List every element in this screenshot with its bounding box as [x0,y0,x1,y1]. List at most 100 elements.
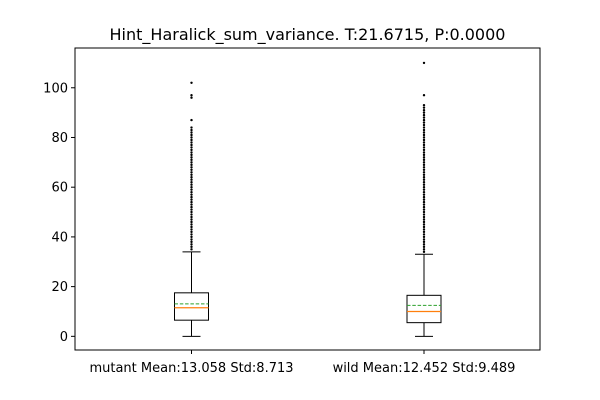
outlier-point [422,131,426,134]
outlier-point [190,141,193,144]
outlier-point [422,250,426,254]
outlier-point [190,173,193,176]
outlier-point [422,118,426,122]
outlier-point [190,210,193,214]
outlier-point [190,166,193,169]
box-iqr [174,292,209,321]
outlier-point [190,148,193,152]
outlier-point [422,203,426,206]
outlier-point [190,235,193,239]
outlier-point [190,223,193,226]
outlier-point [190,126,193,129]
outlier-point [190,138,193,142]
outlier-point [422,193,426,196]
outlier-point [190,195,193,199]
outlier-point [190,190,193,194]
chart-title: Hint_Haralick_sum_variance. T:21.6715, P… [110,25,506,45]
outlier-point [190,230,193,234]
y-tick-label: 100 [43,81,68,96]
outlier-point [422,210,426,214]
outlier-point [190,178,193,181]
outlier-point [190,208,193,211]
outlier-point [190,183,193,186]
outlier-point [190,163,193,167]
box-group-mutant [174,81,209,337]
outlier-point [422,248,426,251]
outlier-point [422,161,426,164]
outlier-point [422,198,426,201]
outlier-point [422,243,426,246]
outlier-point [422,168,426,171]
outlier-point [190,193,193,196]
outlier-point [422,240,426,244]
outlier-point [190,94,193,97]
outlier-point [422,233,426,236]
outlier-point [422,136,426,139]
outlier-point [190,240,193,244]
y-tick-label: 40 [51,230,68,245]
outlier-point [422,166,426,169]
outlier-point [422,163,426,167]
outlier-point [190,131,193,134]
outlier-point [422,116,426,119]
outlier-point [422,215,426,219]
outlier-point [190,118,193,122]
outlier-point [190,185,193,189]
outlier-point [422,146,426,149]
outlier-point [422,148,426,152]
outlier-point [190,225,193,229]
outlier-point [422,61,426,65]
outlier-point [422,128,426,132]
outlier-point [422,190,426,194]
x-tick-label: mutant Mean:13.058 Std:8.713 [89,361,293,376]
y-tick-label: 20 [51,280,68,295]
outlier-point [422,126,426,129]
outlier-point [422,111,426,114]
outlier-point [190,176,193,179]
outlier-point [190,81,193,84]
outlier-point [422,230,426,234]
outlier-point [422,108,426,112]
outlier-point [422,183,426,186]
outlier-point [190,248,193,251]
outlier-point [422,103,426,107]
outlier-point [190,215,193,219]
outlier-point [190,238,193,241]
plot-area [174,61,442,337]
outlier-point [422,138,426,142]
outlier-point [190,243,193,246]
box-iqr [406,294,442,324]
outlier-point [422,151,426,154]
outlier-point [190,213,193,216]
outlier-point [422,113,426,117]
y-axis: 0 20 40 60 80 100 [43,81,75,345]
outlier-point [190,228,193,231]
y-tick-label: 80 [51,131,68,146]
axes-frame [74,47,541,351]
outlier-point [190,233,193,236]
outlier-point [422,220,426,224]
outlier-point [190,96,193,99]
outlier-point [190,218,193,221]
outlier-point [190,133,193,137]
box-group-wild [406,61,442,337]
outlier-point [422,185,426,189]
x-tick-label: wild Mean:12.452 Std:9.489 [333,361,516,376]
outlier-point [190,128,193,132]
outlier-point [422,205,426,209]
outlier-point [422,188,426,191]
outlier-point [422,141,426,144]
y-tick-label: 60 [51,181,68,196]
outlier-point [190,245,193,249]
outlier-point [190,205,193,209]
outlier-point [190,203,193,206]
x-axis: mutant Mean:13.058 Std:8.713 wild Mean:12… [89,350,515,376]
outlier-point [422,208,426,211]
outlier-point [422,213,426,216]
outlier-point [190,198,193,201]
outlier-point [422,218,426,221]
outlier-point [190,200,193,204]
outlier-point [190,171,193,174]
outlier-point [190,156,193,159]
